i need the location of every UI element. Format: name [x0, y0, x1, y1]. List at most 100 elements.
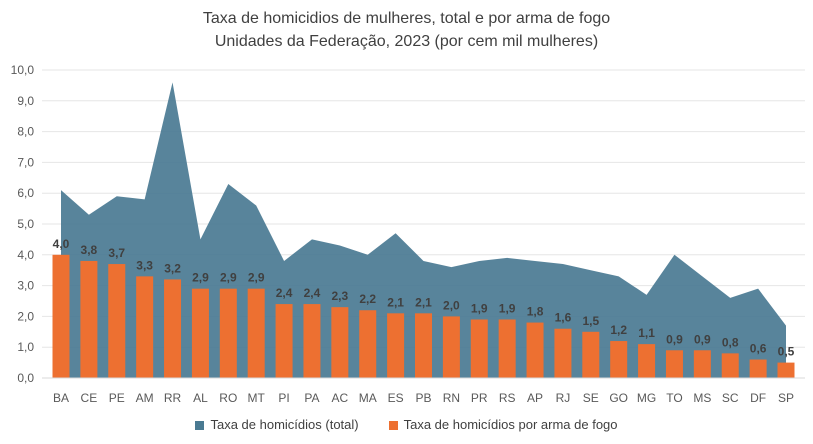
- data-label-SP: 0,5: [778, 345, 795, 359]
- y-tick-label: 8,0: [17, 125, 34, 139]
- y-tick-label: 1,0: [17, 340, 34, 354]
- y-tick-label: 6,0: [17, 186, 34, 200]
- data-label-CE: 3,8: [81, 243, 98, 257]
- legend-item-total: Taxa de homicídios (total): [195, 417, 359, 432]
- x-tick-label: RR: [164, 391, 182, 405]
- bar-AP: [526, 322, 544, 378]
- bar-RO: [219, 288, 237, 378]
- data-label-SE: 1,5: [582, 314, 599, 328]
- bar-PB: [415, 313, 432, 378]
- data-label-AL: 2,9: [192, 271, 209, 285]
- x-tick-label: PA: [304, 391, 319, 405]
- bar-ES: [387, 313, 405, 378]
- data-label-BA: 4,0: [53, 237, 70, 251]
- bar-TO: [665, 350, 683, 378]
- x-tick-label: BA: [53, 391, 69, 405]
- bar-AL: [191, 288, 209, 378]
- bar-GO: [610, 341, 628, 378]
- area-series-total: [61, 82, 786, 378]
- bar-PE: [108, 264, 126, 378]
- x-tick-label: RN: [443, 391, 460, 405]
- bar-DF: [749, 359, 767, 378]
- x-tick-label: AM: [136, 391, 154, 405]
- data-label-RS: 1,9: [499, 301, 516, 315]
- x-tick-label: RO: [219, 391, 237, 405]
- y-tick-label: 3,0: [17, 279, 34, 293]
- data-label-AP: 1,8: [527, 305, 544, 319]
- x-tick-label: SE: [583, 391, 599, 405]
- x-tick-label: AP: [527, 391, 543, 405]
- bar-SE: [582, 331, 600, 378]
- data-label-MT: 2,9: [248, 271, 265, 285]
- data-label-RR: 3,2: [164, 261, 181, 275]
- bar-RN: [442, 316, 460, 378]
- data-label-MS: 0,9: [694, 332, 711, 346]
- x-tick-label: RS: [499, 391, 516, 405]
- bar-PI: [275, 304, 293, 378]
- data-label-GO: 1,2: [610, 323, 627, 337]
- x-tick-label: CE: [81, 391, 98, 405]
- x-tick-label: AC: [332, 391, 349, 405]
- x-tick-label: MT: [248, 391, 266, 405]
- x-tick-label: AL: [193, 391, 208, 405]
- y-tick-label: 9,0: [17, 94, 34, 108]
- x-tick-label: PI: [278, 391, 289, 405]
- x-tick-label: PR: [471, 391, 488, 405]
- bar-BA: [52, 254, 70, 378]
- y-tick-label: 4,0: [17, 248, 34, 262]
- data-label-PI: 2,4: [276, 286, 293, 300]
- data-label-MA: 2,2: [359, 292, 376, 306]
- bar-RJ: [554, 328, 572, 378]
- x-tick-label: MA: [359, 391, 377, 405]
- data-label-RJ: 1,6: [555, 311, 572, 325]
- bar-PR: [470, 319, 488, 378]
- data-label-SC: 0,8: [722, 335, 739, 349]
- x-tick-label: MG: [637, 391, 656, 405]
- bar-MA: [359, 310, 377, 378]
- bar-SP: [777, 362, 795, 378]
- y-tick-label: 0,0: [17, 371, 34, 385]
- x-tick-label: SC: [722, 391, 739, 405]
- x-tick-label: RJ: [556, 391, 571, 405]
- legend-item-firearm: Taxa de homicídios por arma de fogo: [388, 417, 618, 432]
- legend-label-total: Taxa de homicídios (total): [210, 417, 359, 432]
- data-label-AM: 3,3: [136, 258, 153, 272]
- legend-label-firearm: Taxa de homicídios por arma de fogo: [403, 417, 618, 432]
- data-label-TO: 0,9: [666, 332, 683, 346]
- data-label-ES: 2,1: [387, 295, 404, 309]
- y-tick-label: 5,0: [17, 217, 34, 231]
- bar-RR: [164, 279, 182, 378]
- y-tick-label: 10,0: [11, 63, 35, 77]
- bar-AM: [136, 276, 154, 378]
- bar-MG: [638, 344, 656, 378]
- data-label-PA: 2,4: [304, 286, 321, 300]
- chart-subtitle: Unidades da Federação, 2023 (por cem mil…: [214, 33, 599, 50]
- bar-MT: [247, 288, 265, 378]
- data-label-MG: 1,1: [638, 326, 655, 340]
- y-tick-label: 7,0: [17, 155, 34, 169]
- data-label-DF: 0,6: [750, 342, 767, 356]
- x-tick-label: ES: [388, 391, 404, 405]
- chart-title: Taxa de homicidios de mulheres, total e …: [202, 10, 611, 27]
- data-label-RO: 2,9: [220, 271, 237, 285]
- x-tick-label: PE: [109, 391, 125, 405]
- x-tick-label: GO: [609, 391, 628, 405]
- bar-CE: [80, 260, 98, 378]
- bar-AC: [331, 307, 349, 378]
- x-tick-label: SP: [778, 391, 794, 405]
- x-tick-label: DF: [750, 391, 766, 405]
- bar-PA: [303, 304, 321, 378]
- x-tick-label: MS: [693, 391, 711, 405]
- legend-swatch-total: [195, 421, 205, 431]
- bar-RS: [498, 319, 516, 378]
- legend: Taxa de homicídios (total) Taxa de homic…: [0, 417, 813, 432]
- bar-MS: [693, 350, 711, 378]
- legend-swatch-firearm: [388, 421, 398, 431]
- x-tick-label: TO: [666, 391, 682, 405]
- bar-SC: [721, 353, 739, 378]
- data-label-RN: 2,0: [443, 298, 460, 312]
- data-label-PE: 3,7: [108, 246, 125, 260]
- data-label-PB: 2,1: [415, 295, 432, 309]
